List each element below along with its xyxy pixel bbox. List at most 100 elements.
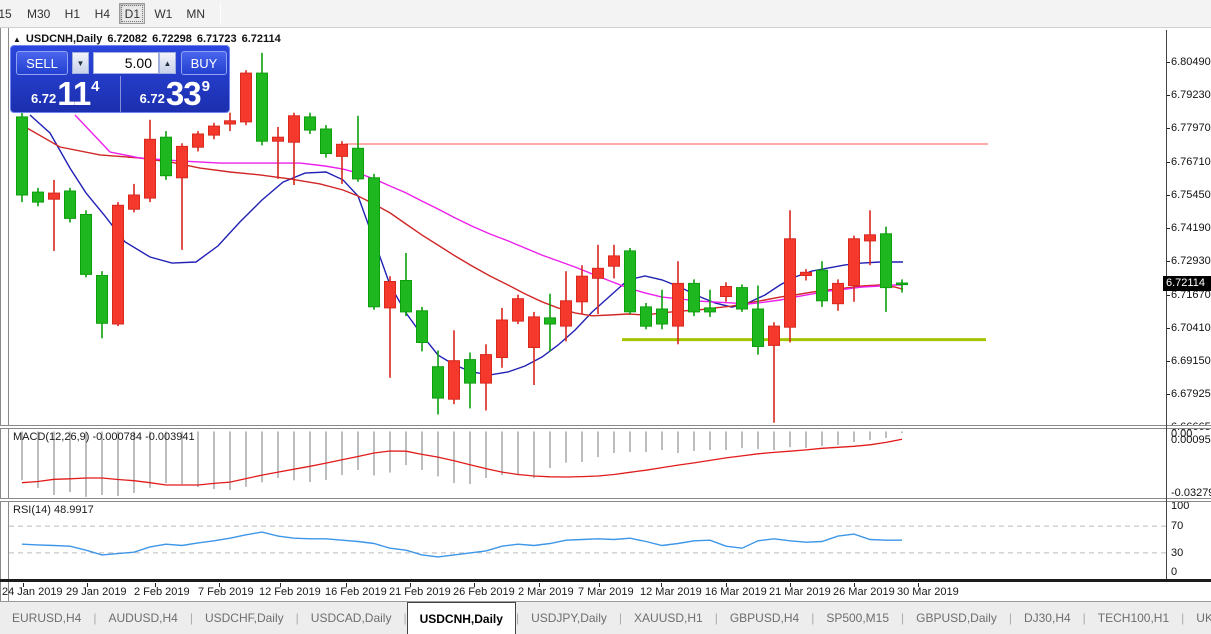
candle (432, 350, 444, 415)
volume-decrease-button[interactable]: ▼ (72, 52, 89, 74)
toolbar-separator (220, 2, 222, 25)
rsi-panel (9, 525, 1166, 558)
timeframe-button-H4[interactable]: H4 (94, 6, 111, 21)
price-tick-label: 6.67925 (1171, 387, 1211, 400)
date-tick-mark (410, 583, 411, 587)
separator-macd-rsi[interactable] (0, 498, 1211, 499)
tab-gbpusd-daily[interactable]: GBPUSD,Daily (916, 611, 997, 625)
candle (512, 294, 524, 324)
tab-separator: | (93, 611, 97, 625)
candle (864, 210, 876, 266)
separator-main-macd[interactable] (0, 425, 1211, 426)
candle (32, 187, 44, 207)
sell-price-display[interactable]: 6.72 11 4 (11, 76, 121, 112)
tab-separator: | (1181, 611, 1185, 625)
tab-usdcnh-daily[interactable]: USDCNH,Daily (406, 602, 516, 634)
candle (224, 112, 236, 132)
buy-button[interactable]: BUY (181, 51, 227, 75)
candle (16, 112, 28, 203)
indicator-axis-label: 0 (1171, 566, 1178, 578)
price-tick-label: 6.75450 (1171, 188, 1211, 201)
chart-window[interactable] (0, 28, 1211, 601)
tab-dj30-h4[interactable]: DJ30,H4 (1023, 611, 1071, 625)
sell-button[interactable]: SELL (16, 51, 68, 75)
tab-audusd-h4[interactable]: AUDUSD,H4 (108, 611, 178, 625)
tab-xauusd-h1[interactable]: XAUUSD,H1 (634, 611, 703, 625)
price-tick-mark (1166, 261, 1170, 263)
candle (768, 322, 780, 423)
date-tick-mark (539, 583, 540, 587)
price-tick-mark (1166, 62, 1170, 63)
candle (624, 248, 636, 314)
tab-separator: | (295, 611, 299, 625)
tab-usdchf-daily[interactable]: USDCHF,Daily (204, 611, 284, 625)
separator-date-axis (0, 579, 1211, 582)
tab-separator: | (901, 611, 905, 625)
tab-separator: | (403, 611, 407, 625)
volume-increase-button[interactable]: ▲ (159, 52, 176, 74)
candle (672, 261, 684, 345)
timeframe-button-D1[interactable]: D1 (119, 3, 146, 24)
window-frame-left-inner (8, 28, 9, 601)
date-tick-label: 26 Feb 2019 (453, 586, 515, 598)
timeframe-button-H1[interactable]: H1 (64, 6, 81, 21)
candle (576, 265, 588, 314)
date-tick-label: 30 Mar 2019 (897, 586, 959, 598)
macd-label: MACD(12,26,9) -0.000784 -0.003941 (13, 431, 195, 443)
indicator-axis-label: 0.00 (1171, 428, 1193, 440)
timeframe-button-15[interactable]: 15 (0, 6, 12, 21)
price-tick-mark (1166, 95, 1170, 97)
buy-price-point: 9 (201, 78, 210, 95)
candle (160, 131, 172, 180)
candle (880, 226, 892, 312)
tab-separator: | (1008, 611, 1012, 625)
ma-medium-red (24, 126, 904, 317)
ohlc-high: 6.72298 (152, 33, 192, 45)
tab-usdcad-daily[interactable]: USDCAD,Daily (310, 611, 392, 625)
date-tick-label: 7 Mar 2019 (578, 586, 634, 598)
candle (352, 115, 364, 182)
date-tick-label: 16 Feb 2019 (325, 586, 387, 598)
candle (368, 173, 380, 310)
tab-separator: | (714, 611, 718, 625)
candle (592, 244, 604, 314)
date-tick-label: 24 Jan 2019 (2, 586, 63, 598)
chart-symbol-period: USDCNH,Daily (25, 33, 103, 45)
candle (128, 183, 140, 213)
main-price-panel (16, 52, 988, 423)
tab-separator: | (618, 611, 623, 625)
tab-sp500-m15[interactable]: SP500,M15 (826, 611, 890, 625)
candle (304, 112, 316, 134)
one-click-trade-panel: SELL ▼ ▲ BUY 6.72 11 4 6.72 33 9 (10, 45, 230, 113)
tab-usdjpy-daily[interactable]: USDJPY,Daily (531, 611, 607, 625)
date-tick-label: 21 Mar 2019 (769, 586, 831, 598)
rsi-label: RSI(14) 48.9917 (13, 504, 94, 516)
tab-ukoil-[interactable]: UKOil, (1196, 611, 1211, 625)
candle (448, 330, 460, 405)
indicator-axis-label: 30 (1171, 547, 1184, 559)
candle (704, 289, 716, 317)
tab-eurusd-h4[interactable]: EURUSD,H4 (12, 611, 82, 625)
ohlc-open: 6.72082 (107, 33, 148, 45)
candle (384, 276, 396, 378)
candle (208, 122, 220, 140)
date-tick-label: 12 Feb 2019 (259, 586, 321, 598)
volume-input[interactable] (93, 52, 159, 74)
timeframe-button-W1[interactable]: W1 (154, 6, 173, 21)
buy-price-display[interactable]: 6.72 33 9 (121, 76, 230, 112)
timeframe-button-MN[interactable]: MN (186, 6, 206, 21)
ohlc-close: 6.72114 (241, 33, 281, 45)
collapse-marker-icon[interactable]: ▲ (13, 34, 21, 44)
tab-gbpusd-h4[interactable]: GBPUSD,H4 (729, 611, 800, 625)
tab-tech100-h1[interactable]: TECH100,H1 (1097, 611, 1170, 625)
indicator-axis-label: -0.032793 (1171, 487, 1211, 499)
price-tick-label: 6.76710 (1171, 155, 1211, 168)
date-tick-mark (661, 583, 662, 587)
indicator-axis-label: 70 (1171, 520, 1184, 532)
symbol-tab-bar: EURUSD,H4 | AUDUSD,H4 | USDCHF,Daily | USDCAD,… (0, 601, 1211, 634)
timeframe-button-M30[interactable]: M30 (27, 6, 51, 21)
candle (192, 131, 204, 152)
candle (640, 302, 652, 330)
